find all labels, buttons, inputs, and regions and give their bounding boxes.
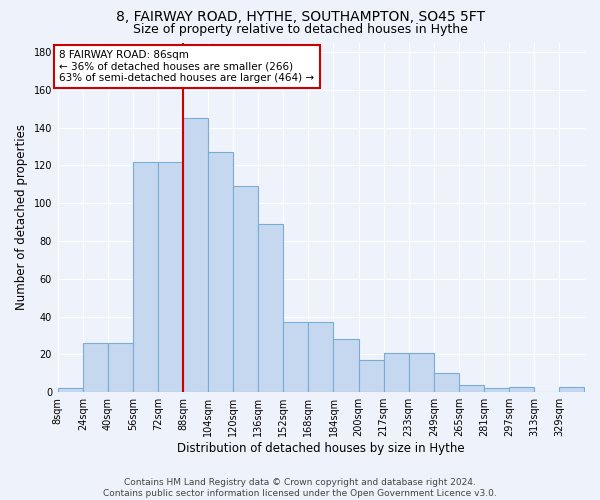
Text: Contains HM Land Registry data © Crown copyright and database right 2024.
Contai: Contains HM Land Registry data © Crown c… — [103, 478, 497, 498]
Bar — [108, 343, 133, 392]
Bar — [233, 186, 258, 392]
Text: 8, FAIRWAY ROAD, HYTHE, SOUTHAMPTON, SO45 5FT: 8, FAIRWAY ROAD, HYTHE, SOUTHAMPTON, SO4… — [115, 10, 485, 24]
Bar — [83, 343, 108, 392]
Bar — [484, 388, 509, 392]
Y-axis label: Number of detached properties: Number of detached properties — [15, 124, 28, 310]
Bar — [459, 384, 484, 392]
Bar — [434, 374, 459, 392]
Bar — [409, 352, 434, 392]
Bar — [133, 162, 158, 392]
Bar — [383, 352, 409, 392]
Text: Size of property relative to detached houses in Hythe: Size of property relative to detached ho… — [133, 22, 467, 36]
Bar — [183, 118, 208, 392]
Bar — [258, 224, 283, 392]
Bar — [283, 322, 308, 392]
Bar — [334, 340, 359, 392]
Text: 8 FAIRWAY ROAD: 86sqm
← 36% of detached houses are smaller (266)
63% of semi-det: 8 FAIRWAY ROAD: 86sqm ← 36% of detached … — [59, 50, 314, 84]
Bar — [559, 386, 584, 392]
Bar — [58, 388, 83, 392]
X-axis label: Distribution of detached houses by size in Hythe: Distribution of detached houses by size … — [177, 442, 465, 455]
Bar — [509, 386, 534, 392]
Bar — [208, 152, 233, 392]
Bar — [158, 162, 183, 392]
Bar — [308, 322, 334, 392]
Bar — [359, 360, 383, 392]
